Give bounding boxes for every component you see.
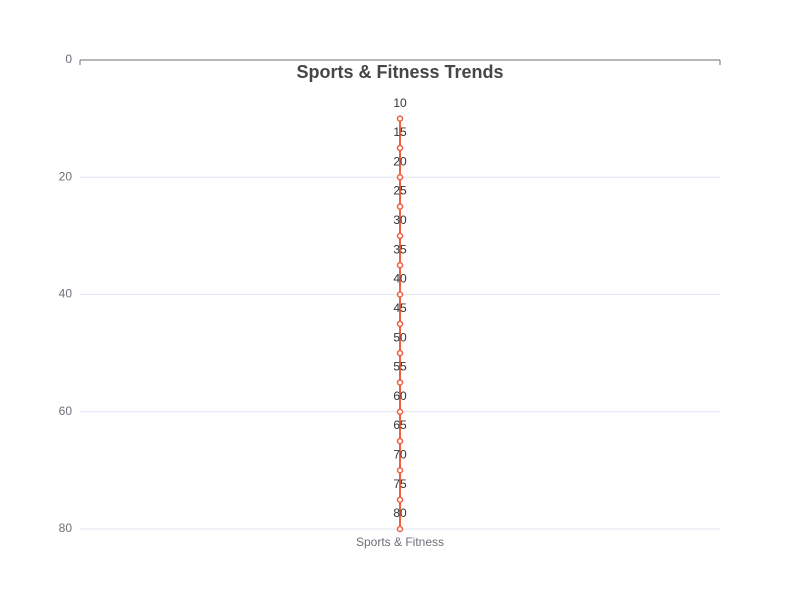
data-label: 65 bbox=[393, 418, 407, 432]
chart-title: Sports & Fitness Trends bbox=[296, 62, 503, 82]
data-label: 20 bbox=[393, 154, 407, 168]
y-tick-label: 60 bbox=[59, 404, 73, 418]
data-label: 30 bbox=[393, 213, 407, 227]
y-tick-label: 0 bbox=[65, 52, 72, 66]
data-point bbox=[396, 437, 404, 445]
data-point bbox=[396, 467, 404, 474]
data-point bbox=[396, 496, 404, 503]
data-point bbox=[396, 379, 404, 386]
y-tick-label: 80 bbox=[59, 521, 73, 535]
data-label: 50 bbox=[393, 330, 407, 344]
y-tick-label: 40 bbox=[59, 287, 73, 301]
data-label: 70 bbox=[393, 448, 407, 462]
data-point bbox=[396, 261, 404, 269]
data-point bbox=[396, 115, 404, 122]
data-label: 60 bbox=[393, 389, 407, 403]
data-point bbox=[396, 349, 404, 357]
data-point bbox=[396, 320, 404, 328]
data-point bbox=[396, 144, 404, 152]
data-point bbox=[396, 291, 404, 298]
data-label: 45 bbox=[393, 301, 407, 315]
data-label: 40 bbox=[393, 272, 407, 286]
data-label: 15 bbox=[393, 125, 407, 139]
y-tick-label: 20 bbox=[59, 169, 73, 183]
data-point bbox=[396, 203, 404, 210]
data-label: 80 bbox=[393, 506, 407, 520]
data-label: 75 bbox=[393, 477, 407, 491]
data-label: 55 bbox=[393, 360, 407, 374]
data-point bbox=[396, 408, 404, 415]
data-point bbox=[396, 525, 404, 533]
x-tick-label: Sports & Fitness bbox=[356, 535, 444, 549]
data-point bbox=[396, 232, 404, 240]
data-label: 35 bbox=[393, 242, 407, 256]
data-label: 25 bbox=[393, 184, 407, 198]
data-point bbox=[396, 174, 404, 181]
data-label: 10 bbox=[393, 96, 407, 110]
